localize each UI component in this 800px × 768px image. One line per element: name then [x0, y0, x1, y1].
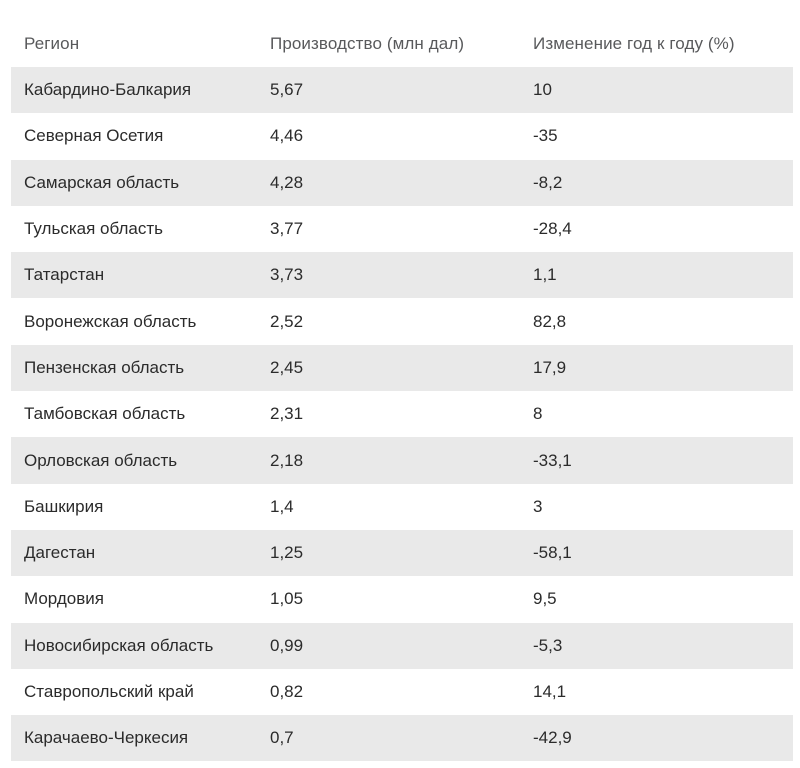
- table-row: Самарская область 4,28 -8,2: [11, 159, 793, 206]
- change-cell: 10: [533, 80, 552, 100]
- table-row: Башкирия 1,4 3: [11, 483, 793, 530]
- region-cell: Северная Осетия: [24, 126, 164, 146]
- regions-production-table: Регион Производство (млн дал) Изменение …: [11, 21, 793, 762]
- table-row: Татарстан 3,73 1,1: [11, 252, 793, 299]
- region-cell: Самарская область: [24, 172, 180, 192]
- region-cell: Новосибирская область: [24, 635, 214, 655]
- change-cell: 8: [533, 404, 543, 424]
- production-cell: 2,31: [270, 404, 304, 424]
- change-cell: 9,5: [533, 589, 557, 609]
- region-cell: Пензенская область: [24, 357, 185, 377]
- table-row: Северная Осетия 4,46 -35: [11, 113, 793, 160]
- region-cell: Кабардино-Балкария: [24, 80, 192, 100]
- production-cell: 3,77: [270, 219, 304, 239]
- table-row: Пензенская область 2,45 17,9: [11, 344, 793, 392]
- region-cell: Ставропольский край: [24, 682, 194, 701]
- region-cell: Башкирия: [24, 496, 104, 516]
- region-cell: Мордовия: [24, 589, 104, 609]
- region-cell: Воронежская область: [24, 311, 197, 331]
- change-cell: 82,8: [533, 311, 567, 331]
- region-cell: Орловская область: [24, 450, 178, 470]
- production-cell: 5,67: [270, 80, 304, 100]
- production-cell: 4,28: [270, 172, 304, 192]
- production-cell: 0,99: [270, 635, 304, 655]
- region-cell: Карачаево-Черкесия: [24, 728, 189, 748]
- table-row: Мордовия 1,05 9,5: [11, 576, 793, 623]
- header-row: Регион Производство (млн дал) Изменение …: [11, 21, 793, 67]
- region-cell: Тульская область: [24, 219, 163, 239]
- table-body: Кабардино-Балкария 5,67 10 Северная Осет…: [11, 67, 793, 762]
- change-cell: 1,1: [533, 265, 557, 285]
- table-row: Воронежская область 2,52 82,8: [11, 298, 793, 345]
- production-cell: 0,82: [270, 682, 304, 701]
- column-header-change: Изменение год к году (%): [533, 34, 735, 53]
- table-row: Карачаево-Черкесия 0,7 -42,9: [11, 715, 793, 762]
- table-row: Дагестан 1,25 -58,1: [11, 529, 793, 577]
- table-row: Ставропольский край 0,82 14,1: [11, 668, 793, 716]
- change-cell: -42,9: [533, 728, 572, 748]
- region-cell: Татарстан: [24, 265, 105, 285]
- change-cell: 3: [533, 496, 543, 516]
- column-header-region: Регион: [24, 34, 80, 53]
- production-cell: 1,25: [270, 543, 304, 563]
- change-cell: -5,3: [533, 635, 563, 655]
- production-cell: 1,05: [270, 589, 304, 609]
- production-cell: 1,4: [270, 496, 294, 516]
- production-cell: 2,45: [270, 357, 304, 377]
- table-header: Регион Производство (млн дал) Изменение …: [11, 21, 793, 67]
- production-cell: 4,46: [270, 126, 304, 146]
- table-row: Тамбовская область 2,31 8: [11, 391, 793, 438]
- production-cell: 2,18: [270, 450, 304, 470]
- region-cell: Тамбовская область: [24, 404, 186, 424]
- change-cell: 14,1: [533, 682, 567, 701]
- table-row: Орловская область 2,18 -33,1: [11, 437, 793, 484]
- change-cell: -58,1: [533, 543, 572, 563]
- column-header-production: Производство (млн дал): [270, 34, 465, 53]
- change-cell: -35: [533, 126, 558, 146]
- table-row: Тульская область 3,77 -28,4: [11, 205, 793, 253]
- change-cell: 17,9: [533, 357, 567, 377]
- table-row: Кабардино-Балкария 5,67 10: [11, 67, 793, 114]
- production-cell: 3,73: [270, 265, 304, 285]
- region-cell: Дагестан: [24, 543, 96, 563]
- production-cell: 0,7: [270, 728, 294, 748]
- production-cell: 2,52: [270, 311, 304, 331]
- change-cell: -33,1: [533, 450, 572, 470]
- table-row: Новосибирская область 0,99 -5,3: [11, 622, 793, 669]
- change-cell: -28,4: [533, 219, 572, 239]
- change-cell: -8,2: [533, 172, 563, 192]
